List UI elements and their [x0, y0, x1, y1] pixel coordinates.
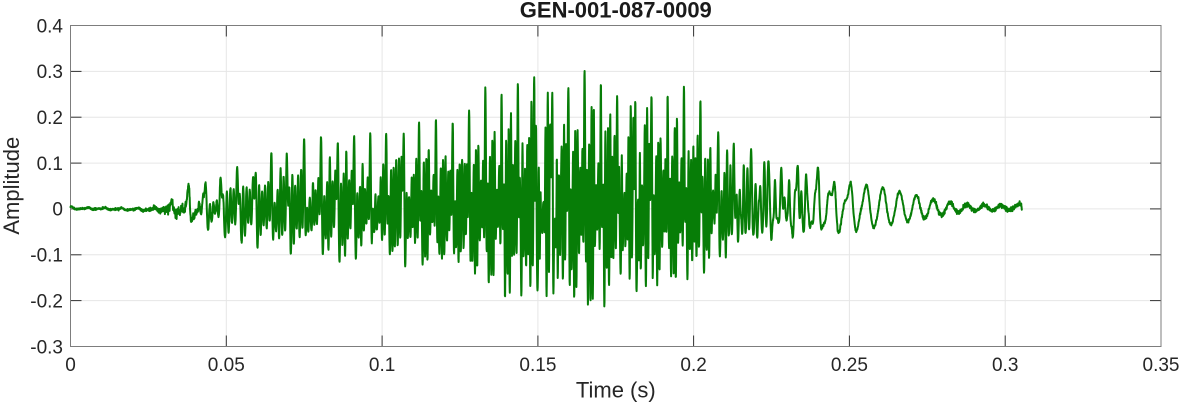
svg-text:0.25: 0.25 [831, 355, 868, 376]
svg-text:0.35: 0.35 [1143, 355, 1180, 376]
svg-text:-0.2: -0.2 [30, 291, 63, 312]
svg-text:0.1: 0.1 [37, 154, 63, 175]
svg-text:0.15: 0.15 [519, 355, 556, 376]
svg-text:0: 0 [65, 355, 76, 376]
svg-text:-0.3: -0.3 [30, 337, 63, 358]
svg-text:-0.1: -0.1 [30, 246, 63, 267]
svg-text:Amplitude: Amplitude [0, 137, 24, 235]
svg-text:0.3: 0.3 [37, 62, 63, 83]
svg-text:0.1: 0.1 [369, 355, 395, 376]
svg-text:Time (s): Time (s) [576, 378, 656, 403]
svg-text:0.2: 0.2 [37, 108, 63, 129]
svg-text:0.4: 0.4 [37, 16, 64, 37]
svg-text:0.3: 0.3 [992, 355, 1018, 376]
svg-text:0.05: 0.05 [208, 355, 245, 376]
svg-text:0: 0 [52, 200, 63, 221]
svg-text:0.2: 0.2 [680, 355, 706, 376]
svg-text:GEN-001-087-0009: GEN-001-087-0009 [520, 0, 712, 23]
